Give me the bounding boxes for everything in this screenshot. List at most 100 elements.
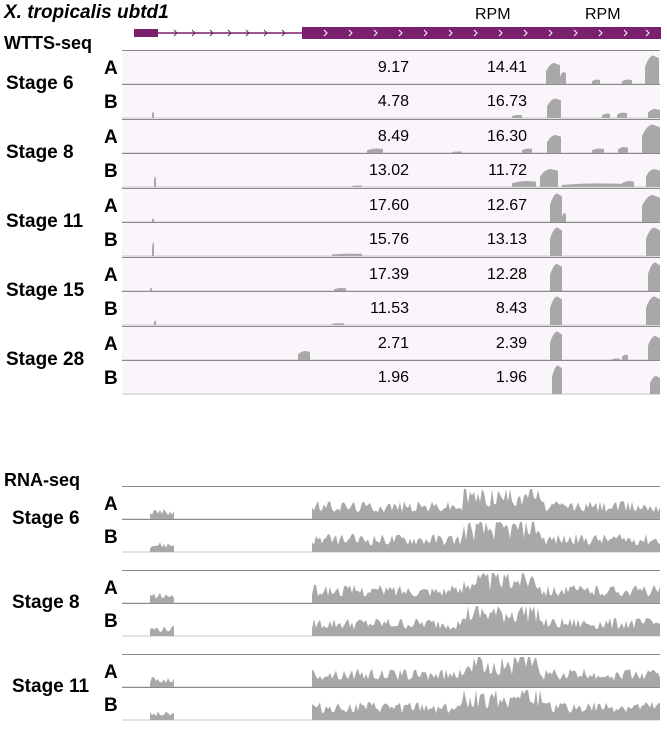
wtts-track xyxy=(122,222,660,257)
signal-peak xyxy=(150,288,152,291)
wtts-signal xyxy=(122,296,660,326)
signal-peak xyxy=(152,242,154,256)
signal-peak xyxy=(152,112,154,118)
replicate-label: A xyxy=(104,58,118,79)
rna-track xyxy=(122,519,660,553)
exon-1 xyxy=(134,29,158,37)
signal-peak xyxy=(512,181,536,187)
rna-track xyxy=(122,687,660,721)
signal-peak xyxy=(562,213,566,222)
replicate-label: A xyxy=(104,334,118,355)
signal-peak xyxy=(512,115,522,118)
rpm-label-1: RPM xyxy=(475,6,511,23)
rpm-value-2: 12.28 xyxy=(486,266,527,283)
signal-peak xyxy=(547,135,561,153)
wtts-signal xyxy=(122,227,660,257)
coverage-profile xyxy=(150,542,174,552)
wtts-stage-label: Stage 15 xyxy=(6,280,85,301)
rna-signal xyxy=(122,606,660,637)
signal-peak xyxy=(646,296,660,325)
rna-signal xyxy=(122,489,660,520)
signal-peak xyxy=(622,354,628,360)
signal-peak xyxy=(650,376,660,394)
coverage-profile xyxy=(150,626,174,636)
signal-peak xyxy=(602,113,610,118)
replicate-label: B xyxy=(104,695,118,716)
signal-peak xyxy=(552,365,562,394)
rpm-value-2: 11.72 xyxy=(488,162,527,179)
rpm-value-1: 11.53 xyxy=(370,300,409,317)
signal-peak xyxy=(648,109,660,118)
rna-signal xyxy=(122,522,660,553)
rpm-value-1: 17.60 xyxy=(368,197,409,214)
rna-signal xyxy=(122,657,660,688)
replicate-label: B xyxy=(104,299,118,320)
signal-peak xyxy=(298,351,310,360)
coverage-profile xyxy=(312,606,660,636)
rna-track xyxy=(122,570,660,604)
signal-peak xyxy=(546,63,560,84)
rna-stage-label: Stage 6 xyxy=(12,508,80,529)
signal-peak xyxy=(622,79,632,84)
signal-peak xyxy=(334,288,346,291)
replicate-label: A xyxy=(104,127,118,148)
wtts-track xyxy=(122,360,660,395)
replicate-label: A xyxy=(104,265,118,286)
signal-peak xyxy=(592,148,604,153)
rpm-value-1: 1.96 xyxy=(377,369,409,386)
signal-peak xyxy=(332,253,362,256)
signal-peak xyxy=(550,264,562,291)
signal-peak xyxy=(550,193,562,222)
signal-peak xyxy=(152,218,154,222)
gene-title: X. tropicalis ubtd1 xyxy=(4,2,169,23)
signal-peak xyxy=(550,296,562,325)
signal-peak xyxy=(352,185,362,187)
exon-2 xyxy=(302,27,661,39)
rpm-value-1: 17.39 xyxy=(368,266,409,283)
rpm-value-2: 16.30 xyxy=(486,128,527,145)
rna-track xyxy=(122,654,660,688)
gene-model xyxy=(134,27,661,39)
wtts-signal xyxy=(122,98,660,119)
signal-peak xyxy=(592,79,600,84)
replicate-label: A xyxy=(104,578,118,599)
replicate-label: B xyxy=(104,161,118,182)
rpm-value-2: 1.96 xyxy=(495,369,527,386)
replicate-label: B xyxy=(104,611,118,632)
wtts-track xyxy=(122,291,660,326)
wtts-track xyxy=(122,84,660,119)
wtts-signal xyxy=(122,365,660,395)
signal-peak xyxy=(645,55,659,84)
rna-signal xyxy=(122,690,660,721)
wtts-stage-label: Stage 28 xyxy=(6,349,85,370)
rpm-value-1: 15.76 xyxy=(368,231,409,248)
coverage-profile xyxy=(312,573,660,603)
signal-peak xyxy=(154,320,156,325)
rna-section-label: RNA-seq xyxy=(4,470,81,490)
signal-peak xyxy=(332,323,344,325)
signal-peak xyxy=(648,262,660,291)
wtts-section-label: WTTS-seq xyxy=(4,33,92,53)
coverage-profile xyxy=(150,592,174,603)
signal-peak xyxy=(642,195,660,222)
signal-peak xyxy=(612,358,620,360)
coverage-profile xyxy=(312,690,660,720)
rpm-value-2: 13.13 xyxy=(486,231,527,248)
signal-peak xyxy=(646,169,660,187)
wtts-stage-label: Stage 8 xyxy=(6,142,74,163)
signal-peak xyxy=(562,183,622,187)
replicate-label: B xyxy=(104,92,118,113)
coverage-profile xyxy=(312,489,660,519)
rna-stage-label: Stage 8 xyxy=(12,592,80,613)
replicate-label: B xyxy=(104,527,118,548)
rna-track xyxy=(122,486,660,520)
rpm-value-2: 12.67 xyxy=(486,197,527,214)
rpm-value-1: 13.02 xyxy=(368,162,409,179)
signal-peak xyxy=(547,98,561,118)
replicate-label: B xyxy=(104,368,118,389)
wtts-track xyxy=(122,326,660,361)
signal-peak xyxy=(550,331,562,360)
wtts-track xyxy=(122,153,660,188)
rpm-label-2: RPM xyxy=(585,6,621,23)
replicate-label: A xyxy=(104,494,118,515)
